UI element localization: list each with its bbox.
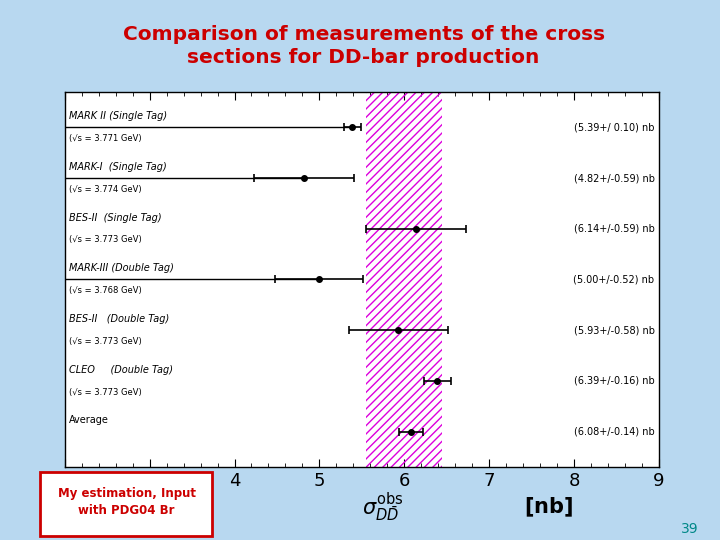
Text: Average: Average <box>69 415 109 426</box>
Text: MARK II (Single Tag): MARK II (Single Tag) <box>69 111 167 121</box>
Text: My estimation, Input
with PDG04 Br: My estimation, Input with PDG04 Br <box>58 487 196 517</box>
Text: MARK-I  (Single Tag): MARK-I (Single Tag) <box>69 162 167 172</box>
Text: (6.14+/-0.59) nb: (6.14+/-0.59) nb <box>574 224 654 234</box>
Text: (4.82+/-0.59) nb: (4.82+/-0.59) nb <box>574 173 654 183</box>
Text: (6.08+/-0.14) nb: (6.08+/-0.14) nb <box>574 427 654 437</box>
Text: CLEO     (Double Tag): CLEO (Double Tag) <box>69 364 173 375</box>
Text: BES-II   (Double Tag): BES-II (Double Tag) <box>69 314 169 324</box>
Text: (√s = 3.771 GeV): (√s = 3.771 GeV) <box>69 134 142 143</box>
Text: (5.93+/-0.58) nb: (5.93+/-0.58) nb <box>574 325 654 335</box>
Text: (√s = 3.773 GeV): (√s = 3.773 GeV) <box>69 337 142 346</box>
Text: (5.39+/ 0.10) nb: (5.39+/ 0.10) nb <box>574 122 654 132</box>
Text: (√s = 3.768 GeV): (√s = 3.768 GeV) <box>69 286 142 295</box>
Text: (5.00+/-0.52) nb: (5.00+/-0.52) nb <box>573 274 654 285</box>
Text: $\mathbf{[nb]}$: $\mathbf{[nb]}$ <box>523 496 573 519</box>
Text: (6.39+/-0.16) nb: (6.39+/-0.16) nb <box>574 376 654 386</box>
Bar <box>366 26 442 482</box>
Text: 39: 39 <box>681 522 698 536</box>
FancyBboxPatch shape <box>40 472 212 536</box>
Text: BES-II  (Single Tag): BES-II (Single Tag) <box>69 213 162 222</box>
Text: (√s = 3.774 GeV): (√s = 3.774 GeV) <box>69 185 142 194</box>
Text: Comparison of measurements of the cross
sections for DD-bar production: Comparison of measurements of the cross … <box>122 24 605 67</box>
Text: $\sigma^{\mathregular{obs}}_{D\bar{D}}$: $\sigma^{\mathregular{obs}}_{D\bar{D}}$ <box>362 490 403 524</box>
Text: MARK-III (Double Tag): MARK-III (Double Tag) <box>69 264 174 273</box>
Text: (√s = 3.773 GeV): (√s = 3.773 GeV) <box>69 388 142 396</box>
Text: (√s = 3.773 GeV): (√s = 3.773 GeV) <box>69 235 142 245</box>
